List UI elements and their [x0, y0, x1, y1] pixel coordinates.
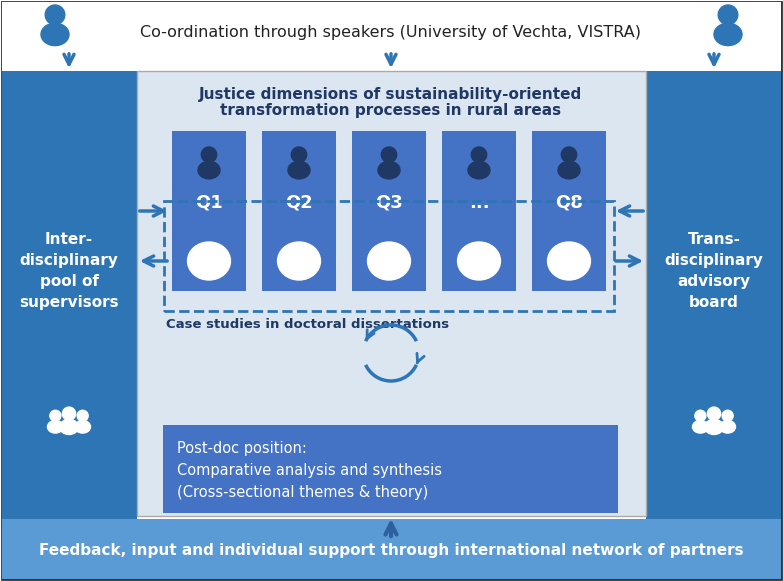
- Circle shape: [718, 5, 738, 24]
- Text: Case studies in doctoral dissertations: Case studies in doctoral dissertations: [166, 317, 449, 331]
- Text: (Cross-sectional themes & theory): (Cross-sectional themes & theory): [177, 485, 428, 500]
- Ellipse shape: [74, 421, 91, 433]
- Text: Q2: Q2: [285, 194, 313, 212]
- Ellipse shape: [48, 421, 63, 433]
- Ellipse shape: [705, 419, 723, 435]
- Ellipse shape: [288, 162, 310, 179]
- Ellipse shape: [277, 242, 320, 280]
- Text: Comparative analysis and synthesis: Comparative analysis and synthesis: [177, 463, 442, 478]
- Ellipse shape: [558, 162, 580, 179]
- Circle shape: [695, 410, 705, 421]
- Circle shape: [722, 410, 733, 421]
- FancyBboxPatch shape: [137, 71, 646, 516]
- Circle shape: [381, 147, 397, 163]
- Ellipse shape: [547, 242, 590, 280]
- Ellipse shape: [457, 242, 500, 280]
- Text: Trans-
disciplinary
advisory
board: Trans- disciplinary advisory board: [665, 232, 763, 310]
- Circle shape: [561, 147, 577, 163]
- Circle shape: [78, 410, 88, 421]
- Ellipse shape: [60, 419, 78, 435]
- Text: Co-ordination through speakers (University of Vechta, VISTRA): Co-ordination through speakers (Universi…: [140, 26, 641, 41]
- Text: Q3: Q3: [375, 194, 403, 212]
- FancyBboxPatch shape: [442, 131, 516, 291]
- Ellipse shape: [692, 421, 709, 433]
- Circle shape: [63, 407, 76, 420]
- Ellipse shape: [198, 162, 220, 179]
- Text: transformation processes in rural areas: transformation processes in rural areas: [221, 103, 561, 119]
- Circle shape: [291, 147, 307, 163]
- FancyBboxPatch shape: [262, 131, 336, 291]
- Text: Justice dimensions of sustainability-oriented: Justice dimensions of sustainability-ori…: [200, 87, 583, 102]
- Circle shape: [45, 5, 65, 24]
- Text: Feedback, input and individual support through international network of partners: Feedback, input and individual support t…: [38, 543, 743, 558]
- Text: Q1: Q1: [195, 194, 223, 212]
- Ellipse shape: [378, 162, 400, 179]
- Ellipse shape: [367, 242, 410, 280]
- Ellipse shape: [41, 23, 69, 45]
- FancyBboxPatch shape: [646, 71, 781, 519]
- FancyBboxPatch shape: [2, 2, 781, 71]
- Circle shape: [50, 410, 61, 421]
- FancyBboxPatch shape: [352, 131, 426, 291]
- Ellipse shape: [188, 242, 230, 280]
- Text: ...: ...: [469, 194, 489, 212]
- FancyBboxPatch shape: [163, 425, 618, 513]
- FancyBboxPatch shape: [172, 131, 246, 291]
- Circle shape: [707, 407, 720, 420]
- Text: Post-doc position:: Post-doc position:: [177, 441, 307, 456]
- Ellipse shape: [714, 23, 742, 45]
- FancyBboxPatch shape: [2, 71, 137, 519]
- Circle shape: [471, 147, 487, 163]
- Text: Inter-
disciplinary
pool of
supervisors: Inter- disciplinary pool of supervisors: [20, 232, 119, 310]
- Text: Q8: Q8: [555, 194, 583, 212]
- Circle shape: [201, 147, 217, 163]
- Ellipse shape: [468, 162, 490, 179]
- FancyBboxPatch shape: [532, 131, 606, 291]
- FancyBboxPatch shape: [2, 519, 781, 579]
- Ellipse shape: [720, 421, 735, 433]
